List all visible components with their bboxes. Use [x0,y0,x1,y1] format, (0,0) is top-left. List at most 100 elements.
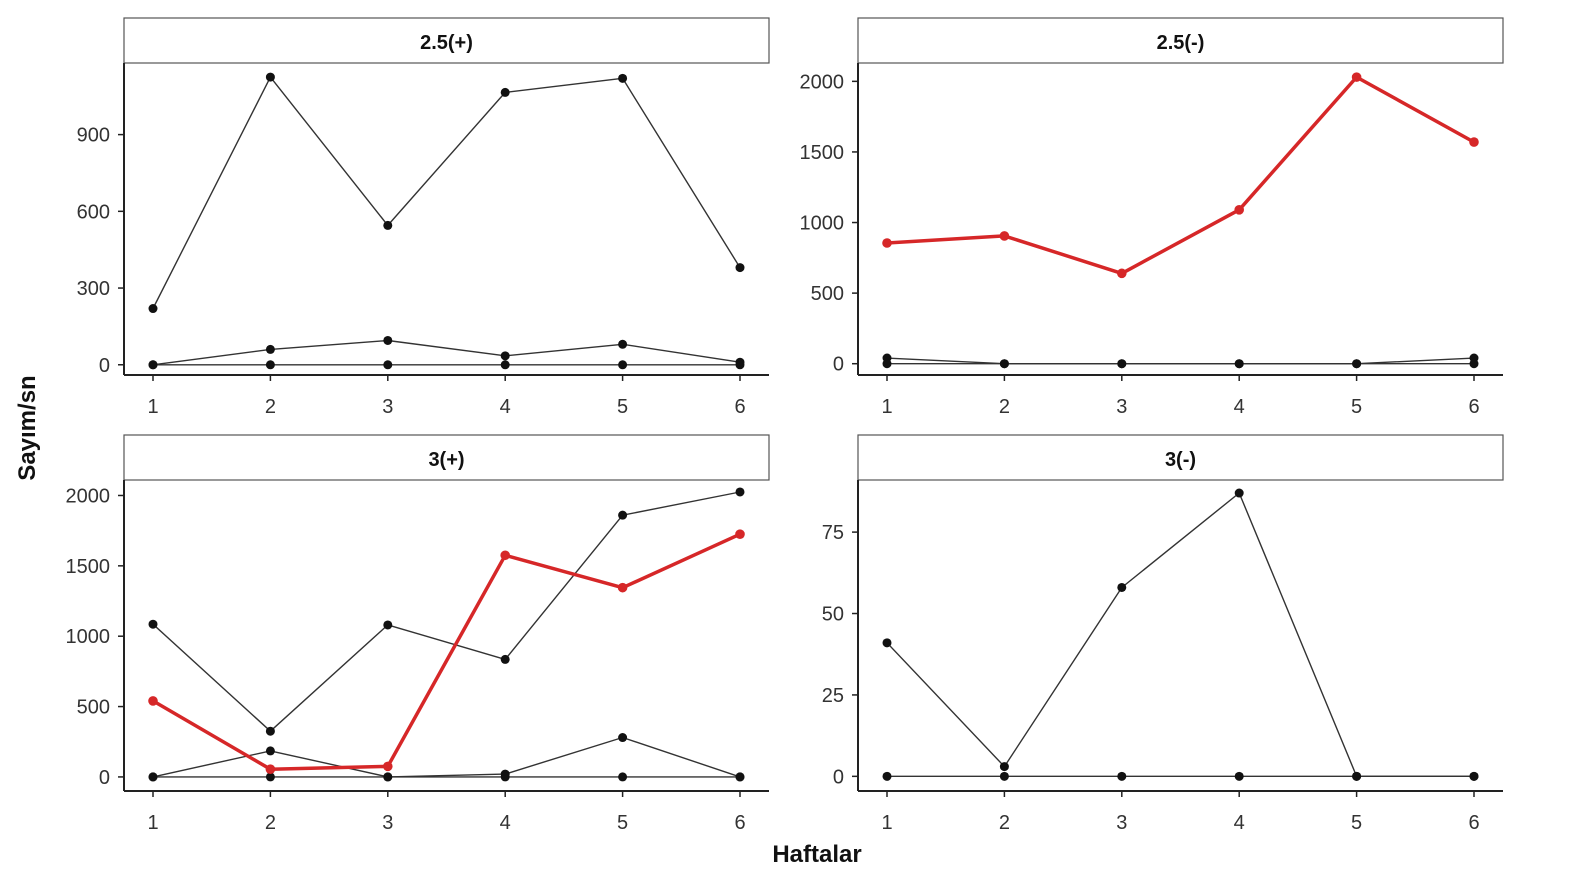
data-point [618,772,628,782]
data-point [999,359,1009,369]
data-point-highlighted [617,582,628,593]
data-point-highlighted [735,529,745,539]
data-point [618,510,628,520]
y-tick-label: 500 [77,697,110,719]
x-tick-label: 6 [734,812,745,834]
x-tick-label: 6 [734,396,745,418]
data-point [500,360,510,370]
panel-3: 3(+) 0 500 1000 1500 2000 1 2 3 4 5 6 [66,434,770,834]
series-line [886,492,1474,777]
series-line-highlighted [886,75,1475,276]
facet-strip [857,434,1504,481]
series-line-highlighted [152,532,741,771]
facet-title: 3(+) [428,449,464,471]
x-tick-label: 4 [1234,396,1245,418]
data-point [1117,359,1127,369]
x-tick-label: 6 [1468,812,1479,834]
facet-title: 3(-) [1165,449,1196,471]
x-axis-title: Haftalar [772,841,861,868]
data-point [618,733,628,743]
x-tick-label: 1 [881,812,892,834]
y-tick-label: 1000 [800,213,845,235]
series-line [152,736,741,778]
data-point-highlighted [1117,268,1127,279]
y-tick-label: 1000 [66,626,111,648]
facet-strip [123,17,770,64]
y-tick-label: 900 [77,125,110,147]
data-point [148,772,158,782]
x-tick-label: 3 [382,396,393,418]
data-point [1352,359,1362,369]
data-point [265,72,275,82]
x-tick-label: 5 [617,812,628,834]
facet-strip [123,434,770,481]
data-point [1469,771,1479,781]
data-point [735,772,745,782]
y-tick-label: 500 [811,283,844,305]
y-tick-label: 0 [833,766,844,788]
data-point [1469,359,1479,369]
data-point [500,87,510,97]
data-point [999,762,1009,772]
y-tick-label: 600 [77,201,110,223]
data-point-highlighted [265,764,276,774]
data-point-highlighted [383,761,393,772]
data-point [735,263,745,273]
data-point [383,772,393,782]
x-tick-label: 1 [147,396,158,418]
data-point [1117,582,1127,592]
data-point [265,726,275,736]
data-point-highlighted [882,238,892,248]
data-point-highlighted [1234,205,1244,215]
x-tick-label: 4 [500,396,511,418]
x-tick-label: 2 [999,812,1010,834]
y-tick-label: 2000 [66,485,111,507]
x-tick-label: 6 [1468,396,1479,418]
x-tick-label: 2 [265,812,276,834]
data-point [383,335,393,345]
data-point [735,360,745,370]
x-tick-label: 5 [617,396,628,418]
data-point [265,344,275,354]
data-point-highlighted [999,231,1010,241]
facet-title: 2.5(-) [1157,32,1205,54]
facet-title: 2.5(+) [420,32,473,54]
series-line [886,357,1475,365]
x-tick-label: 5 [1351,812,1362,834]
x-tick-label: 5 [1351,396,1362,418]
data-point-highlighted [1469,137,1479,147]
data-point [148,304,158,314]
data-point [265,360,275,370]
y-tick-label: 0 [99,767,110,789]
x-tick-label: 2 [999,396,1010,418]
data-point [265,746,275,756]
data-point [1352,771,1362,781]
y-tick-label: 50 [822,604,844,626]
data-point [500,772,510,782]
data-point [383,220,393,230]
data-point [265,772,275,782]
x-tick-label: 1 [881,396,892,418]
data-point [1234,771,1244,781]
y-tick-label: 1500 [800,142,845,164]
data-point [618,360,628,370]
y-tick-label: 75 [822,522,844,544]
y-tick-label: 300 [77,278,110,300]
data-point-highlighted [148,696,158,706]
x-tick-label: 3 [1116,396,1127,418]
data-point [148,360,158,370]
data-point [383,360,393,370]
y-tick-label: 0 [833,354,844,376]
data-point [383,620,393,630]
data-point-highlighted [500,550,511,561]
data-point [1117,771,1127,781]
data-point [882,359,892,369]
panel-1: 2.5(+) 0 300 600 900 1 2 3 4 5 6 [77,17,770,418]
y-axis-title: Sayım/sn [14,375,41,480]
x-tick-label: 4 [500,812,511,834]
data-point [882,771,892,781]
series-line [152,491,741,732]
series-line [152,339,741,366]
